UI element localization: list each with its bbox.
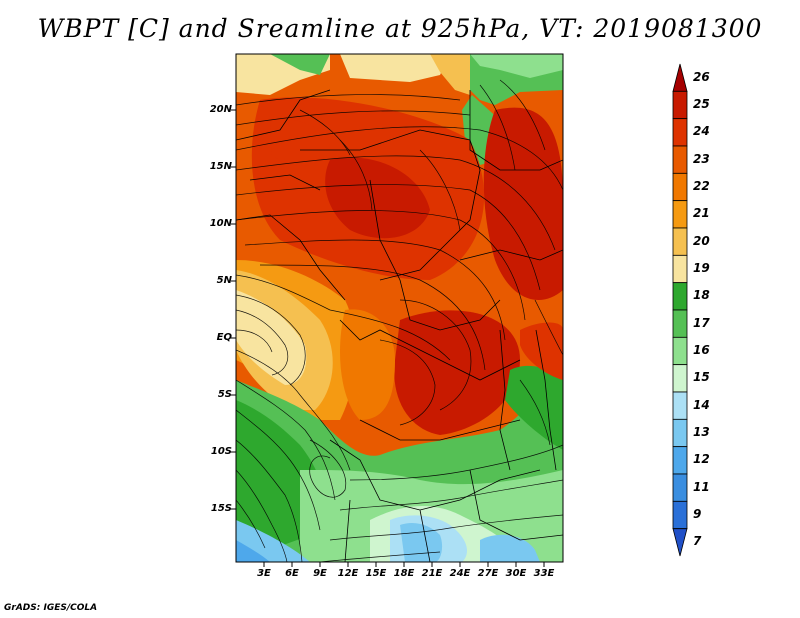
lat-label: 5S [217, 389, 232, 400]
colorbar-label: 19 [693, 261, 710, 275]
country-borders [236, 89, 563, 562]
colorbar-swatch [672, 282, 688, 311]
colorbar-label: 12 [693, 452, 710, 467]
colorbar-swatch [672, 364, 688, 393]
colorbar-label: 25 [693, 97, 710, 111]
credit-text: GrADS: IGES/COLA [4, 603, 98, 613]
lon-label: 15E [365, 568, 387, 579]
streamlines [236, 79, 563, 562]
lat-label: 10S [210, 446, 232, 457]
lon-label: 30E [505, 568, 527, 579]
lon-label: 24E [449, 568, 471, 579]
colorbar-label: 22 [693, 179, 710, 193]
colorbar-label: 7 [693, 534, 702, 549]
lat-label: EQ [216, 332, 232, 343]
colorbar-label: 15 [693, 370, 710, 385]
colorbar-swatch [672, 145, 688, 174]
lat-label: 5N [216, 275, 232, 286]
colorbar-label: 9 [693, 507, 702, 521]
lon-label: 3E [257, 568, 271, 579]
lon-label: 9E [313, 568, 327, 579]
lat-label: 10N [209, 218, 232, 229]
colorbar-swatch [672, 418, 688, 448]
colorbar-swatch [672, 254, 688, 284]
colorbar-label: 14 [693, 397, 710, 412]
lon-label: 12E [337, 568, 359, 579]
map-field [236, 54, 563, 562]
colorbar-swatch [672, 90, 688, 120]
colorbar-swatch [672, 336, 688, 366]
colorbar-swatch [672, 391, 688, 420]
lon-label: 6E [285, 568, 299, 579]
colorbar-label: 11 [693, 479, 710, 494]
colorbar-label: 26 [693, 69, 710, 84]
lon-label: 27E [477, 568, 499, 579]
lat-label: 15N [209, 161, 232, 172]
colorbar-label: 13 [693, 425, 710, 439]
colorbar-label: 21 [693, 206, 710, 221]
colorbar-label: 17 [693, 315, 710, 330]
lon-label: 18E [393, 568, 415, 579]
colorbar-label: 16 [693, 343, 710, 357]
colorbar-swatch [672, 118, 688, 147]
colorbar-swatch [672, 172, 688, 202]
lon-label: 21E [421, 568, 443, 579]
colorbar-swatch [672, 500, 688, 530]
colorbar-swatch [672, 473, 688, 502]
colorbar-swatch [672, 528, 688, 557]
lon-label: 33E [533, 568, 555, 579]
axis-ticks [231, 109, 545, 567]
colorbar-boxes [672, 63, 688, 557]
lat-label: 20N [209, 104, 232, 115]
colorbar-swatch [672, 200, 688, 229]
lat-label: 15S [210, 503, 232, 514]
colorbar-label: 18 [693, 288, 710, 303]
colorbar-label: 24 [693, 124, 710, 139]
colorbar-swatch [672, 63, 688, 92]
map-frame [235, 53, 564, 563]
colorbar-swatch [672, 446, 688, 475]
colorbar-label: 23 [693, 151, 710, 166]
map-title: WBPT [C] and Sreamline at 925hPa, VT: 20… [37, 14, 763, 43]
colorbar-label: 20 [693, 233, 710, 248]
colorbar-swatch [672, 227, 688, 256]
colorbar-swatch [672, 309, 688, 338]
